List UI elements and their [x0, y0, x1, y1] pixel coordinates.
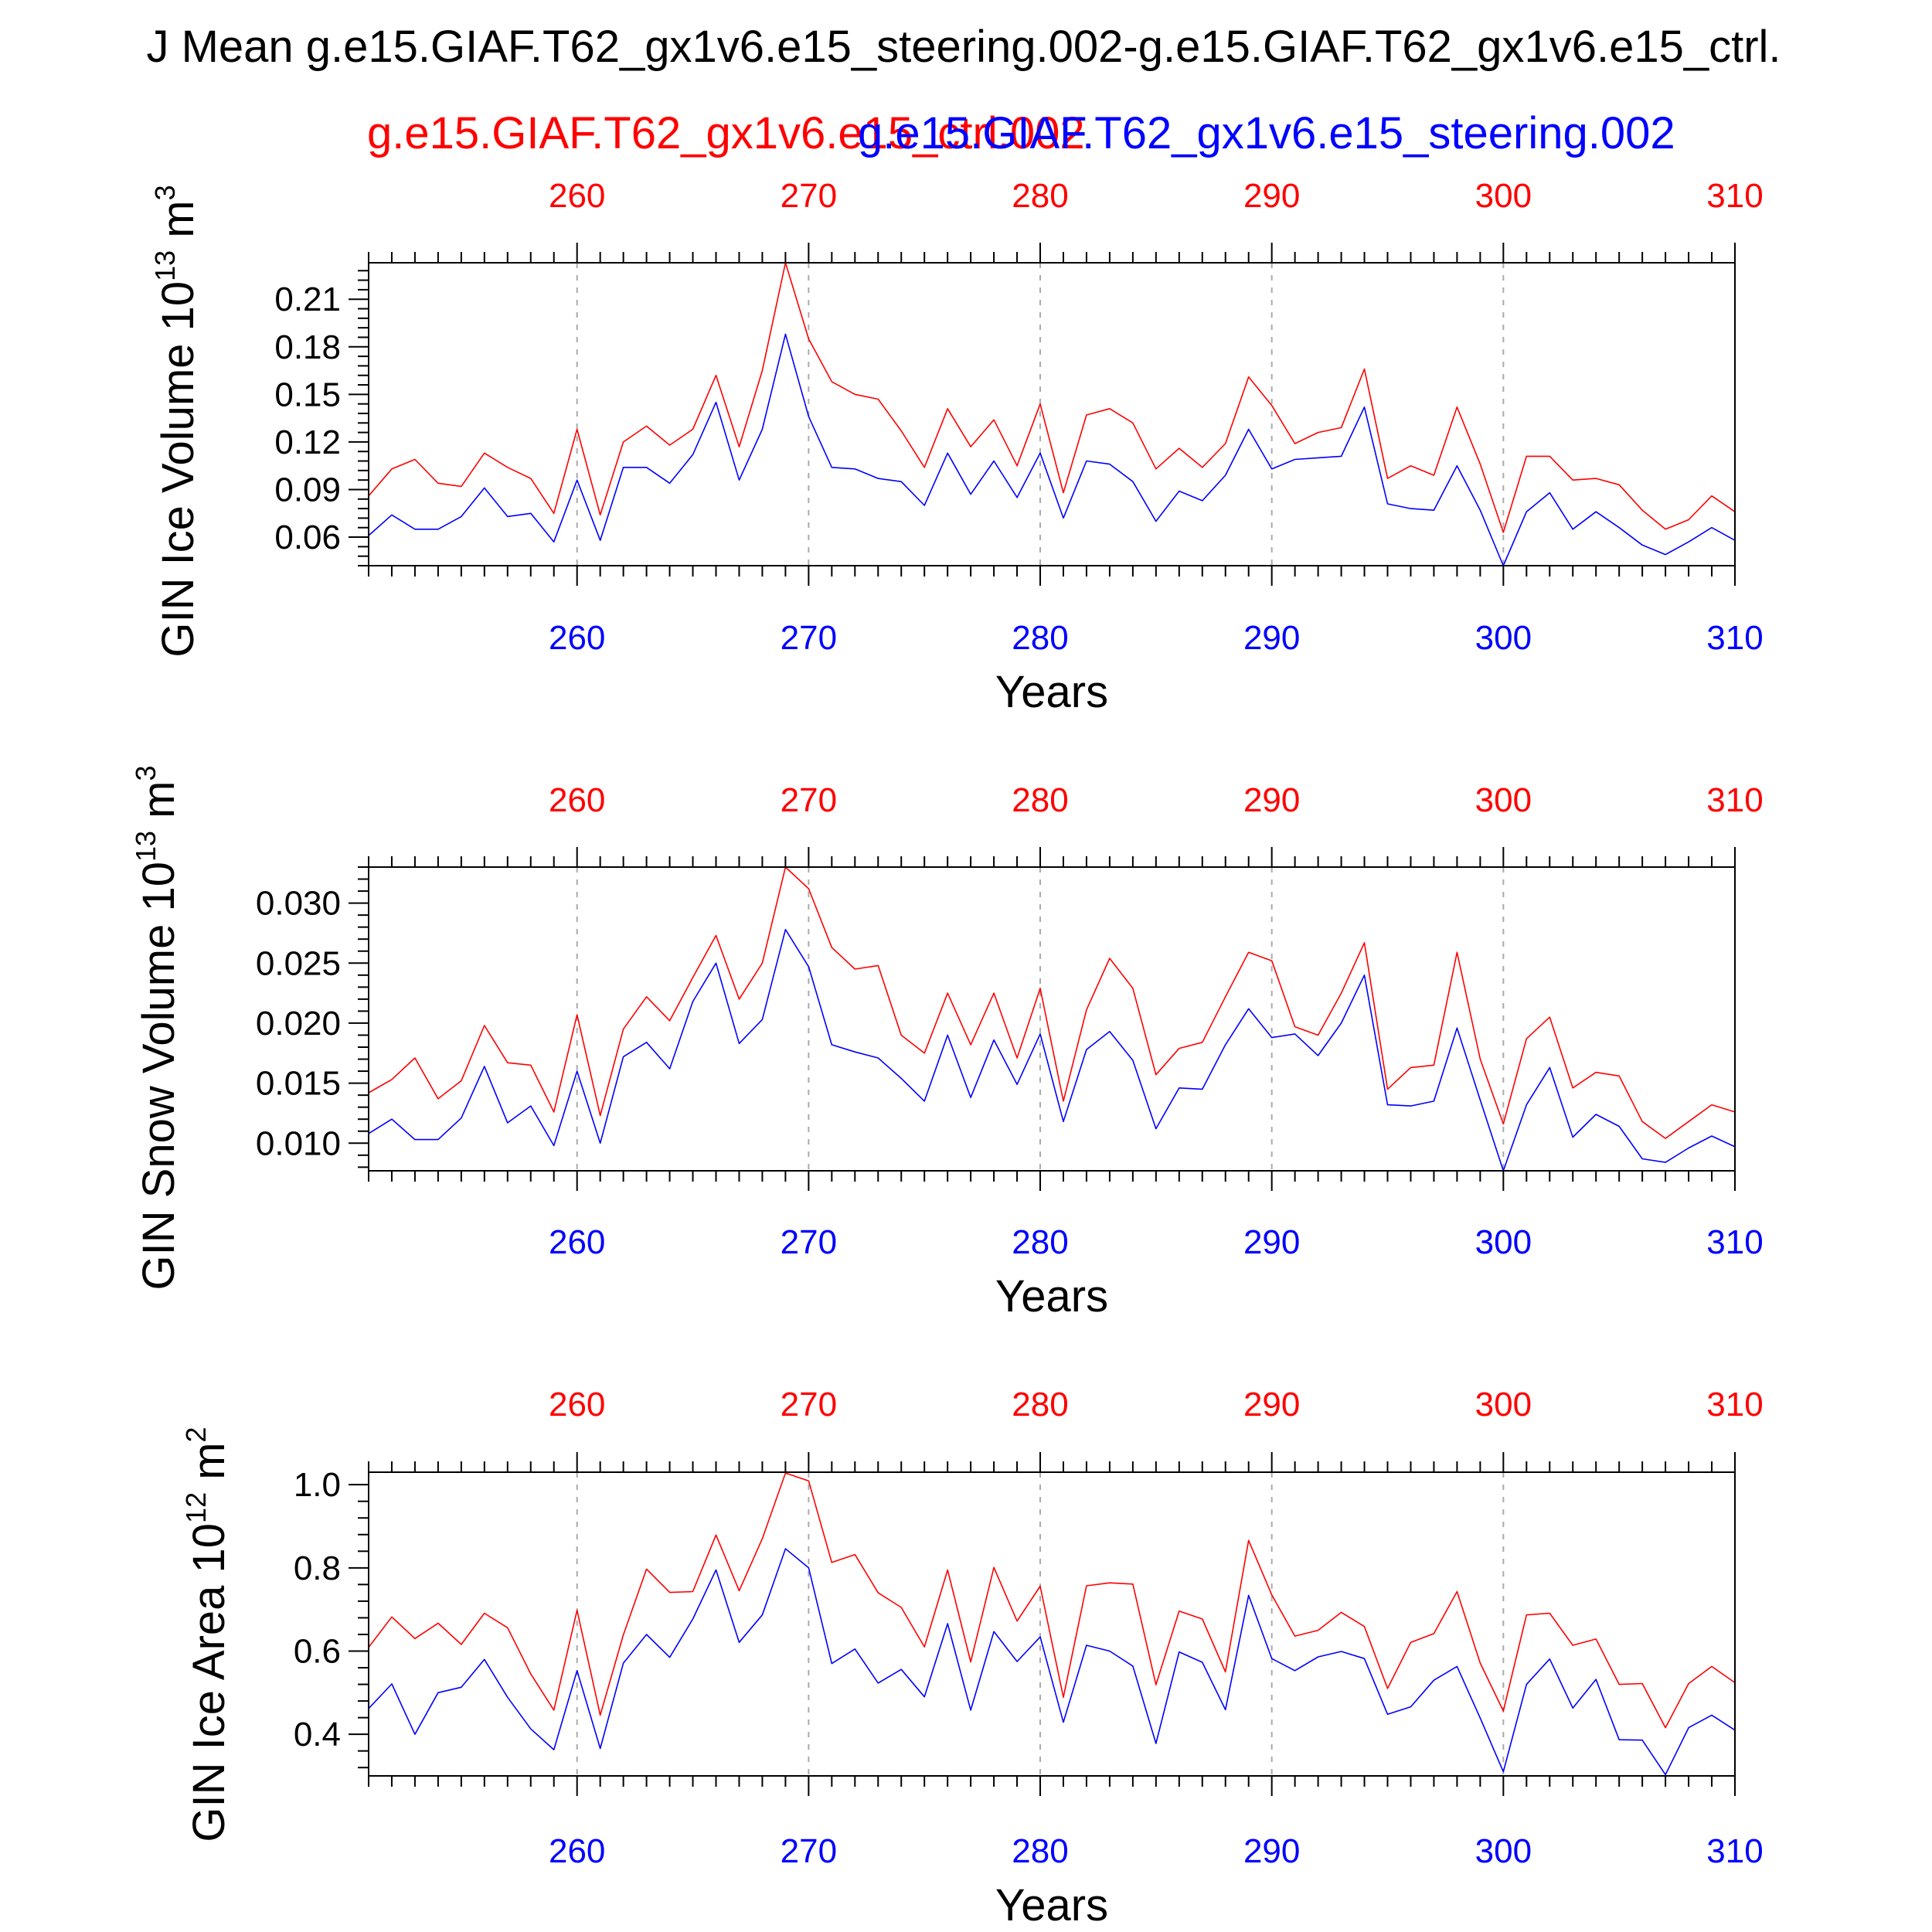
x-tick-label-bottom: 300	[1475, 1832, 1532, 1870]
legend-red-label: g.e15.GIAF.T62_gx1v6.e15_ctrl.002	[367, 108, 1085, 158]
x-tick-label-top: 270	[781, 1386, 837, 1423]
x-tick-label-bottom: 310	[1706, 1832, 1763, 1870]
y-tick-label: 0.025	[256, 944, 341, 982]
x-tick-label-bottom: 260	[549, 619, 605, 657]
series-line-ctrl	[368, 262, 1736, 533]
x-tick-label-bottom: 310	[1706, 1223, 1763, 1261]
y-tick-label: 0.8	[294, 1549, 341, 1587]
y-tick-label: 0.030	[256, 885, 341, 923]
y-tick-label: 0.015	[256, 1065, 341, 1103]
x-tick-label-bottom: 300	[1475, 619, 1532, 657]
x-tick-label-bottom: 260	[549, 1223, 605, 1261]
x-tick-label-bottom: 280	[1012, 619, 1068, 657]
x-tick-label-top: 290	[1243, 1386, 1300, 1423]
series-line-steering	[368, 1548, 1736, 1776]
y-tick-label: 0.09	[274, 471, 341, 509]
y-tick-label: 0.010	[256, 1124, 341, 1162]
x-tick-label-bottom: 290	[1243, 1832, 1300, 1870]
y-tick-label: 0.15	[274, 376, 341, 413]
plot-frame	[368, 1471, 1736, 1777]
y-tick-label: 0.020	[256, 1005, 341, 1043]
x-tick-label-bottom: 290	[1243, 1223, 1300, 1261]
panel-ice-volume: 0.06 0.09 0.12 0.15 0.18 0.21 260 260 270 270 280 2…	[149, 177, 1764, 717]
y-tick-label: 0.6	[294, 1632, 341, 1670]
x-tick-label-top: 300	[1475, 177, 1532, 215]
y-tick-label: 0.18	[274, 328, 341, 366]
panel-ice-area: 0.4 0.6 0.8 1.0 260 260 270 270 280 280 290 290 300 3…	[180, 1386, 1764, 1930]
x-tick-label-top: 270	[781, 177, 837, 215]
x-axis-label: Years	[995, 667, 1108, 717]
x-tick-label-top: 300	[1475, 781, 1532, 819]
series-line-steering	[368, 333, 1736, 566]
x-tick-label-bottom: 280	[1012, 1832, 1068, 1870]
x-tick-label-bottom: 270	[781, 1832, 837, 1870]
x-tick-label-bottom: 310	[1706, 619, 1763, 657]
x-tick-label-bottom: 290	[1243, 619, 1300, 657]
series-line-ctrl	[368, 1472, 1736, 1729]
legend-blue-label: g.e15.GIAF.T62_gx1v6.e15_steering.002	[858, 108, 1675, 158]
x-tick-label-top: 310	[1706, 1386, 1763, 1423]
x-tick-label-top: 260	[549, 781, 605, 819]
x-axis-label: Years	[995, 1271, 1108, 1321]
x-tick-label-top: 310	[1706, 781, 1763, 819]
figure-title: J Mean g.e15.GIAF.T62_gx1v6.e15_steering…	[146, 22, 1781, 72]
x-tick-label-top: 310	[1706, 177, 1763, 215]
x-tick-label-top: 290	[1243, 781, 1300, 819]
x-tick-label-top: 270	[781, 781, 837, 819]
series-line-steering	[368, 929, 1736, 1172]
y-tick-label: 1.0	[294, 1466, 341, 1504]
x-tick-label-bottom: 270	[781, 619, 837, 657]
x-tick-label-bottom: 300	[1475, 1223, 1532, 1261]
panels: 0.06 0.09 0.12 0.15 0.18 0.21 260 260 270 270 280 2…	[130, 177, 1764, 1930]
y-tick-label: 0.21	[274, 281, 341, 318]
x-tick-label-top: 290	[1243, 177, 1300, 215]
x-tick-label-top: 260	[549, 177, 605, 215]
y-axis-label: GIN Snow Volume 1013 m3	[130, 765, 184, 1290]
y-axis-label: GIN Ice Area 1012 m2	[180, 1427, 234, 1842]
x-axis-label: Years	[995, 1880, 1108, 1930]
plot-frame	[368, 866, 1736, 1172]
y-axis-label: GIN Ice Volume 1013 m3	[149, 185, 203, 657]
y-tick-label: 0.12	[274, 423, 341, 461]
x-tick-label-top: 300	[1475, 1386, 1532, 1423]
series-line-ctrl	[368, 866, 1736, 1139]
x-tick-label-top: 280	[1012, 781, 1068, 819]
x-tick-label-bottom: 260	[549, 1832, 605, 1870]
panel-snow-volume: 0.010 0.015 0.020 0.025 0.030 260 260 270 270 280…	[130, 765, 1764, 1321]
x-tick-label-top: 280	[1012, 177, 1068, 215]
x-tick-label-bottom: 270	[781, 1223, 837, 1261]
y-tick-label: 0.06	[274, 519, 341, 556]
x-tick-label-top: 280	[1012, 1386, 1068, 1423]
y-tick-label: 0.4	[294, 1716, 341, 1753]
x-tick-label-bottom: 280	[1012, 1223, 1068, 1261]
plot-frame	[368, 262, 1736, 566]
x-tick-label-top: 260	[549, 1386, 605, 1423]
